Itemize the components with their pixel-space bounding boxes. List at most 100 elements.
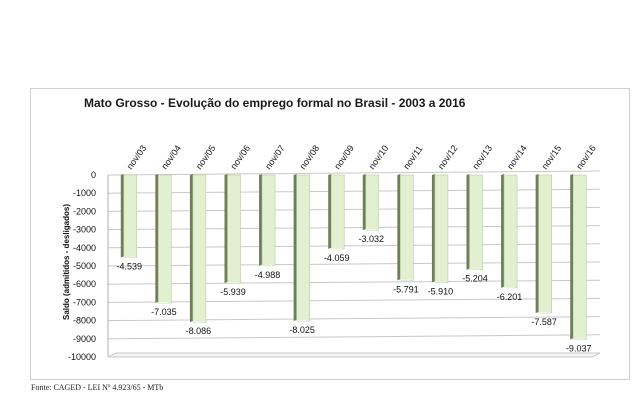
category-label: nov/07: [263, 143, 287, 171]
bar: [259, 174, 276, 267]
bar-face: [123, 174, 138, 258]
y-tick-label: -6000: [73, 279, 96, 289]
bar-cap: [224, 282, 241, 284]
bar-cap: [431, 281, 448, 283]
bar-cap: [535, 312, 552, 314]
bar-side: [189, 174, 193, 323]
bar-side: [259, 174, 263, 266]
bar-cap: [466, 268, 483, 270]
data-label: -3.032: [359, 234, 385, 244]
data-label: -4.988: [255, 270, 281, 280]
bar: [224, 174, 241, 284]
gridline: [107, 243, 601, 249]
category-label: nov/08: [298, 143, 322, 171]
category-label: nov/15: [540, 143, 564, 171]
bar-layer: [120, 174, 587, 340]
bar-cap: [397, 279, 414, 281]
bar-cap: [120, 256, 137, 258]
gridline: [107, 297, 601, 303]
bar-face: [538, 174, 552, 314]
bar-face: [296, 174, 310, 322]
bar-side: [293, 174, 297, 322]
bar-face: [261, 174, 276, 267]
category-label: nov/10: [367, 143, 391, 171]
bar-cap: [259, 264, 276, 266]
bar-cap: [570, 338, 587, 340]
gridline: [107, 188, 601, 194]
y-tick-label: 0: [91, 170, 96, 180]
bar-face: [572, 174, 587, 340]
bar: [362, 174, 380, 231]
y-tick-layer: 0 -1000 -2000 -3000 -4000 -5000 -6000 -7000 -800…: [68, 170, 96, 362]
bar-side: [535, 174, 539, 314]
gridline: [107, 334, 601, 340]
y-tick-label: -7000: [73, 297, 96, 307]
category-label: nov/05: [194, 143, 218, 171]
data-label: -5.939: [220, 287, 246, 297]
bar-side: [397, 174, 401, 281]
category-label: nov/11: [401, 144, 424, 171]
bar: [501, 174, 518, 289]
bar-cap: [189, 321, 206, 323]
bar-face: [469, 174, 483, 271]
bar-side: [362, 174, 366, 231]
bar-face: [158, 174, 172, 304]
bar-side: [570, 174, 574, 340]
data-label: -4.059: [324, 253, 350, 263]
bar: [293, 174, 310, 322]
data-label: -7.587: [531, 317, 557, 327]
bar-face: [503, 174, 518, 289]
data-label: -5.204: [462, 274, 488, 284]
data-label: -7.035: [151, 307, 177, 317]
category-label: nov/12: [436, 143, 460, 171]
category-label: nov/14: [505, 143, 529, 171]
category-label: nov/16: [574, 143, 598, 171]
category-label: nov/04: [159, 143, 183, 171]
data-label: -4.539: [117, 262, 143, 272]
category-label: nov/09: [332, 143, 356, 171]
bar-side: [328, 174, 332, 249]
category-label: nov/13: [470, 143, 494, 171]
y-tick-label: -1000: [73, 188, 96, 198]
y-tick-label: -2000: [73, 206, 96, 216]
bar-cap: [293, 320, 310, 322]
bar-face: [365, 174, 380, 231]
gridline: [107, 279, 601, 285]
data-label-layer: -4.539 -7.035 -8.086 -5.939 -4.988 -8.025 -4.0…: [117, 234, 592, 353]
y-tick-label: -8000: [73, 316, 96, 326]
bar: [189, 174, 207, 323]
bar: [431, 174, 449, 283]
bar: [328, 174, 345, 250]
bar-face: [400, 174, 414, 281]
data-label: -9.037: [566, 343, 592, 353]
y-tick-label: -4000: [73, 243, 96, 253]
chart-title: Mato Grosso - Evolução do emprego formal…: [84, 96, 466, 110]
bar-side: [224, 174, 228, 284]
bar: [570, 174, 587, 340]
bar-side: [466, 174, 470, 270]
bar-side: [120, 174, 124, 258]
y-tick-label: -5000: [73, 261, 96, 271]
category-label: nov/06: [228, 143, 252, 171]
gridline: [107, 170, 601, 176]
bar-face: [330, 174, 345, 250]
data-label: -5.791: [393, 284, 419, 294]
gridline: [107, 206, 601, 212]
bar: [397, 174, 414, 281]
category-label-layer: nov/03 nov/04 nov/05 nov/06 nov/07 nov/08 nov/…: [125, 143, 598, 171]
bar-cap: [328, 247, 345, 249]
bar-side: [501, 174, 505, 288]
data-label: -8.025: [289, 325, 315, 335]
bar: [155, 174, 172, 304]
bar-side: [431, 174, 435, 283]
bar-cap: [362, 229, 379, 231]
gridline: [107, 316, 601, 322]
bar-cap: [155, 302, 172, 304]
y-tick-label: -10000: [68, 352, 96, 362]
bar: [535, 174, 552, 314]
data-label: -8.086: [186, 326, 212, 336]
bar-face: [434, 174, 449, 283]
gridline: [107, 261, 601, 267]
gridline: [107, 225, 601, 231]
